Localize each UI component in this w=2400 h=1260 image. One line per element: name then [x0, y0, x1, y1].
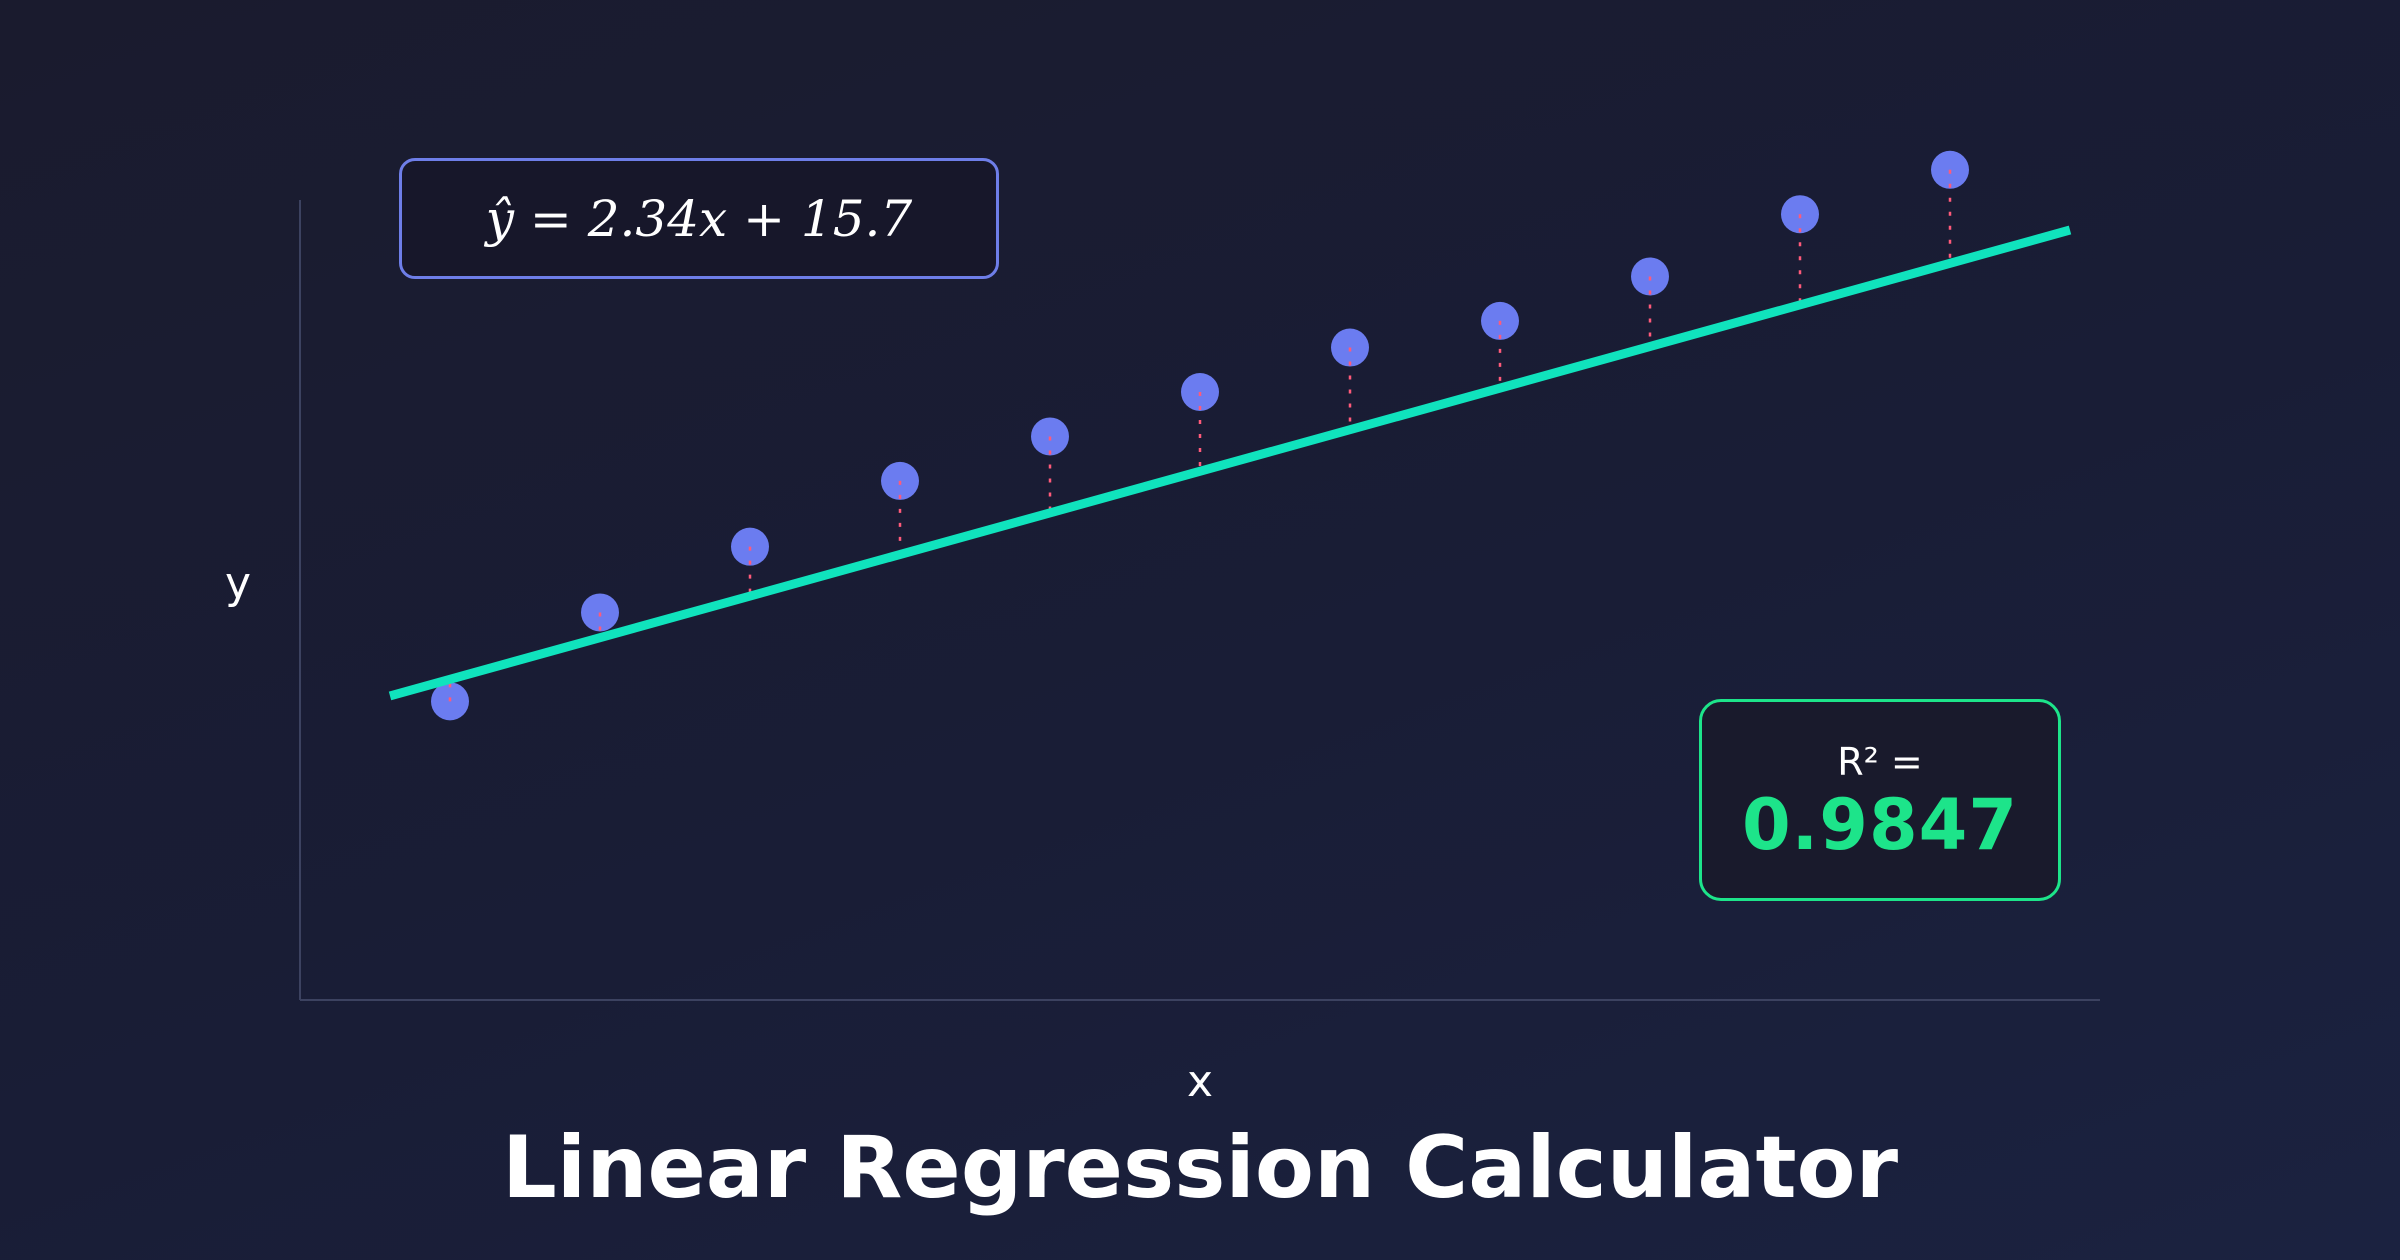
r-squared-value: 0.9847 — [1741, 784, 2019, 866]
x-axis-label: x — [1187, 1056, 1213, 1107]
regression-equation: ŷ = 2.34x + 15.7 — [485, 189, 913, 248]
regression-equation-box: ŷ = 2.34x + 15.7 — [399, 158, 999, 279]
page-title: Linear Regression Calculator — [501, 1118, 1899, 1218]
r-squared-label: R² = — [1837, 740, 1923, 784]
y-axis-label: y — [225, 558, 251, 609]
residual-lines — [448, 169, 1952, 702]
r-squared-box: R² = 0.9847 — [1699, 699, 2061, 901]
regression-line — [388, 225, 2072, 701]
